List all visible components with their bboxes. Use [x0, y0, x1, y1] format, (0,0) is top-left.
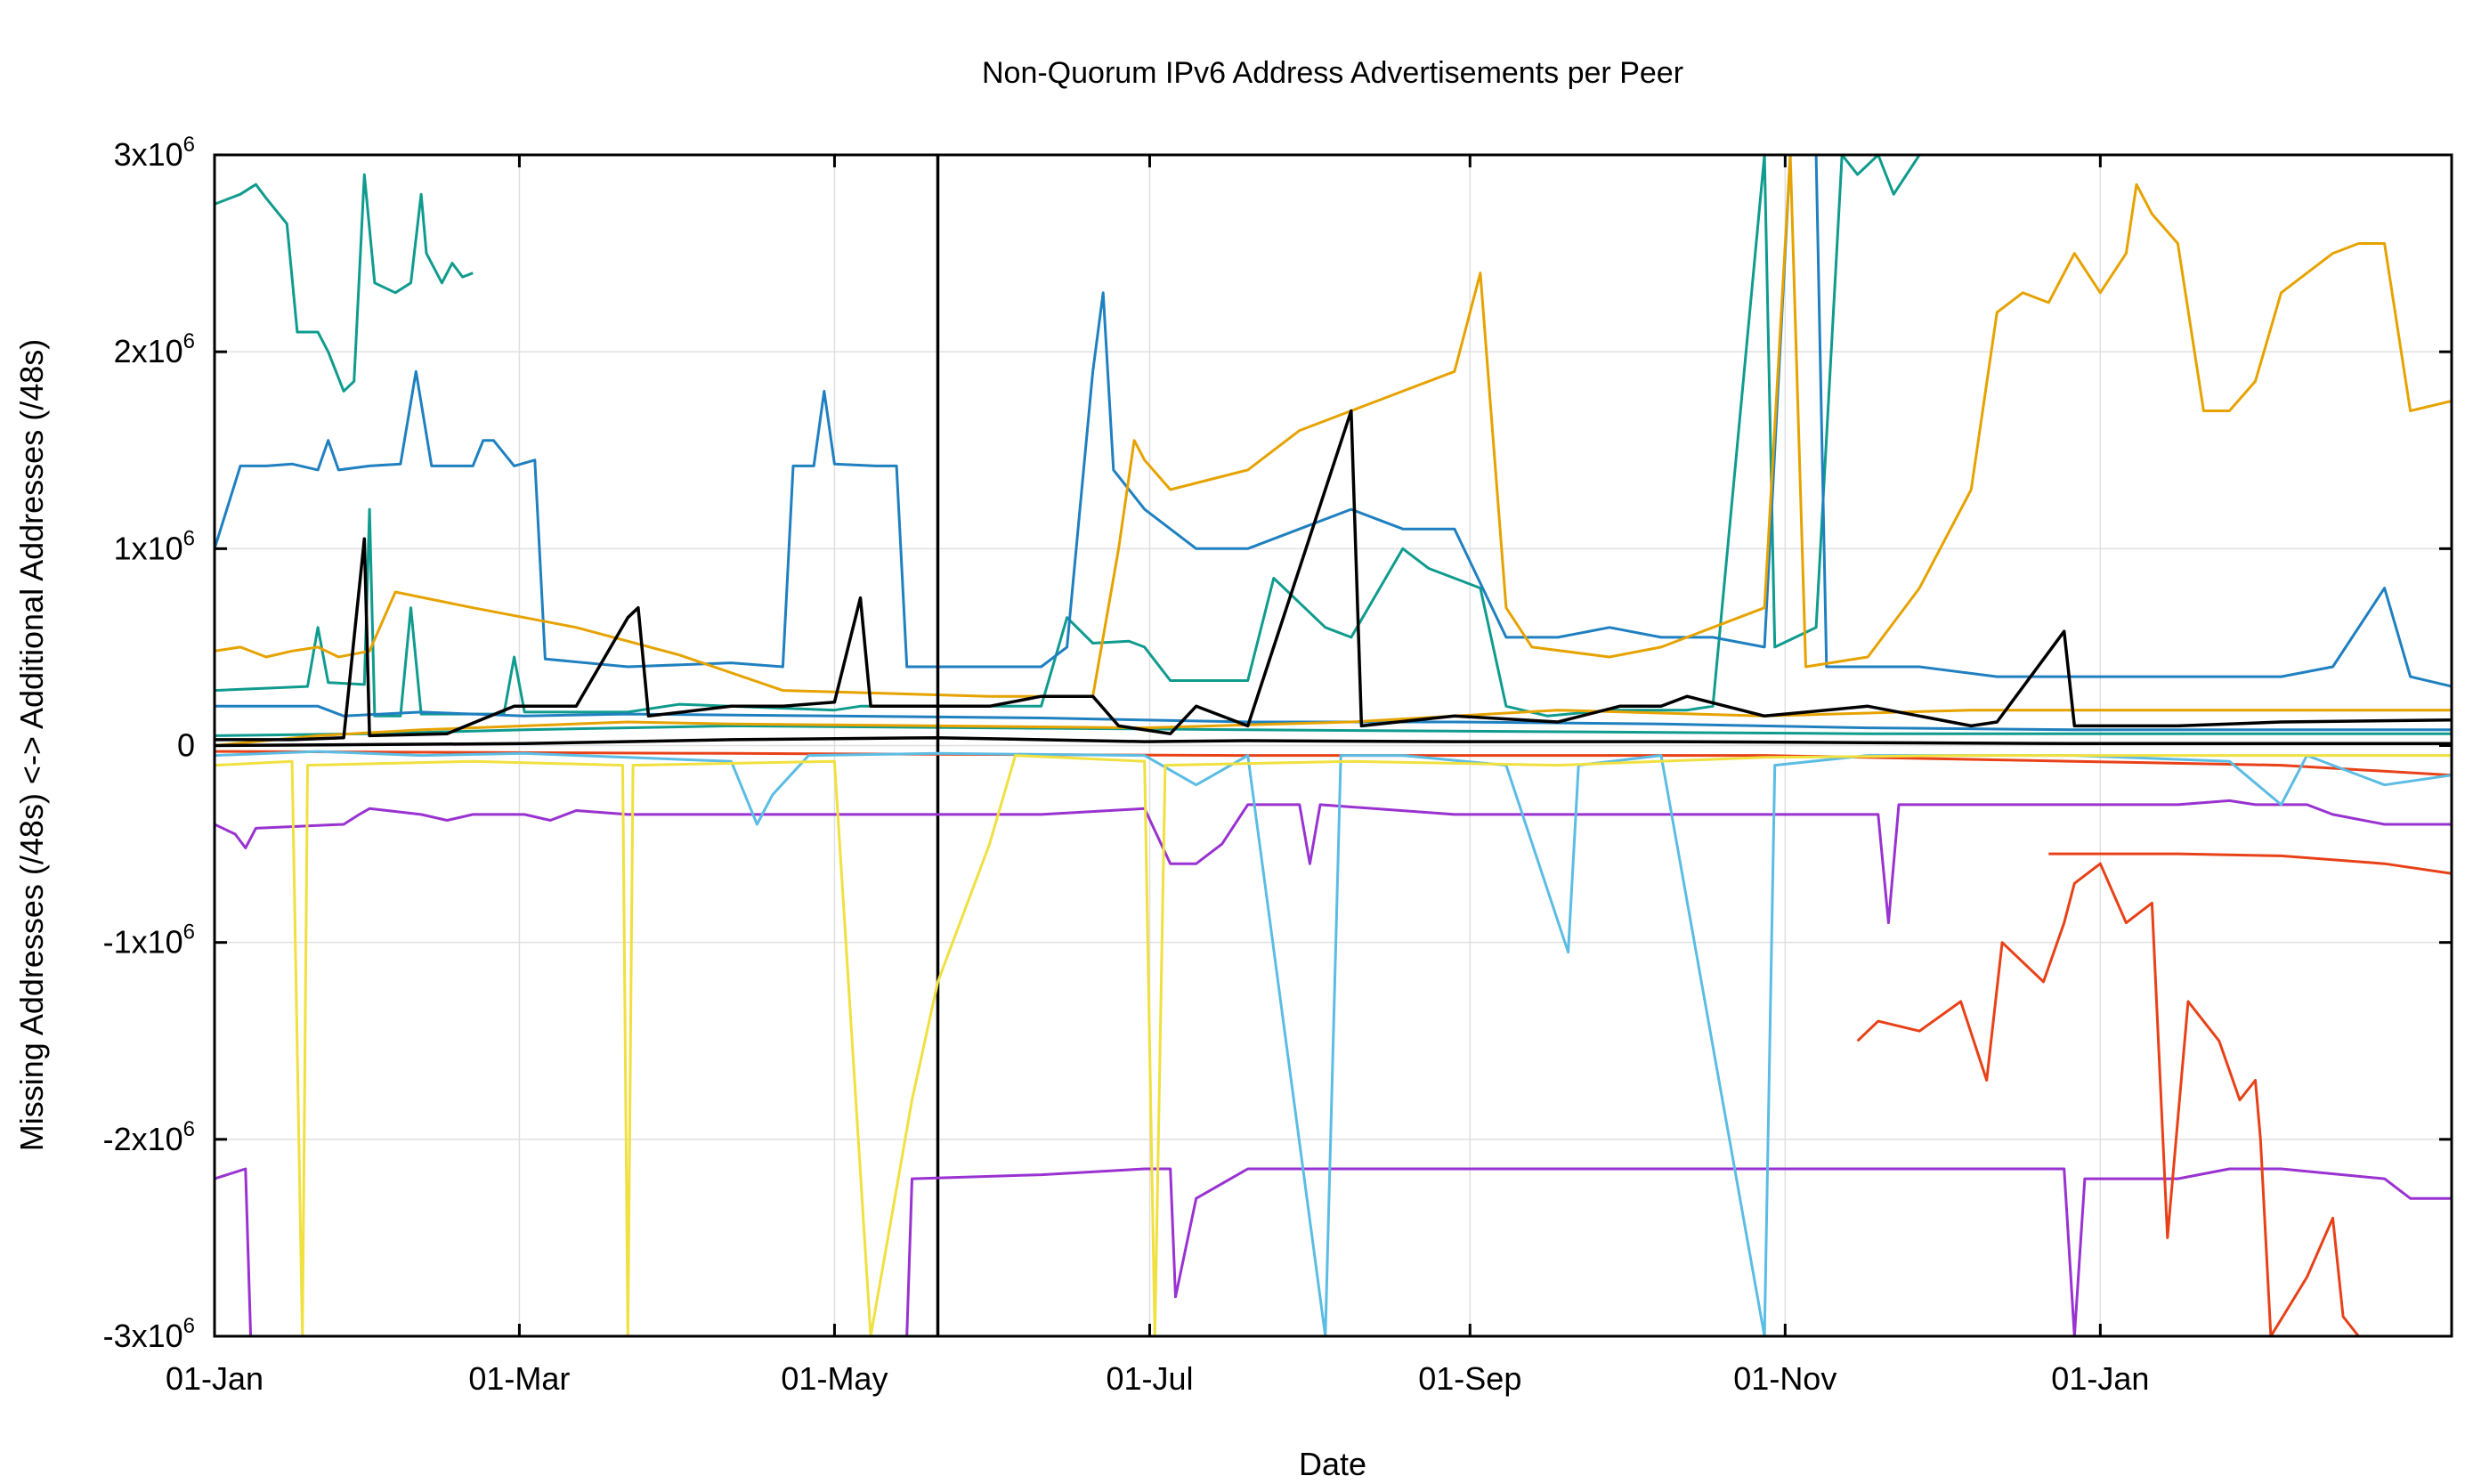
x-axis-label: Date: [1299, 1446, 1366, 1482]
y-tick-label: 3x106: [114, 133, 195, 173]
series-layer: [215, 155, 2452, 1336]
y-axis: 3x106 2x106 1x106 0 -1x106 -2x106 -3x106: [103, 133, 2452, 1354]
x-tick-label: 01-Sep: [1418, 1360, 1521, 1397]
x-tick-label: 01-Jan: [166, 1360, 264, 1397]
x-tick-label: 01-Mar: [468, 1360, 570, 1397]
x-tick-label: 01-Jan: [2051, 1360, 2149, 1397]
series-line-2: [215, 155, 1921, 718]
y-axis-label: Missing Addresses (/48s) <-> Additional …: [13, 339, 50, 1151]
y-tick-label: 0: [177, 727, 195, 764]
y-tick-label: 2x106: [114, 329, 195, 369]
series-line-11: [215, 799, 2452, 925]
y-tick-label: 1x106: [114, 526, 195, 566]
series-line-8: [215, 409, 2452, 742]
series-line-17: [215, 754, 2452, 1336]
x-tick-label: 01-Jul: [1106, 1360, 1193, 1397]
series-line-13: [2048, 852, 2452, 875]
series-line-1: [215, 173, 474, 393]
y-tick-label: -2x106: [103, 1117, 195, 1157]
y-tick-label: -3x106: [103, 1314, 195, 1354]
x-tick-label: 01-Nov: [1733, 1360, 1837, 1397]
series-line-12: [215, 1167, 2452, 1336]
x-axis: 01-Jan 01-Mar 01-May 01-Jul 01-Sep 01-Nov 01-J…: [166, 155, 2149, 1397]
series-line-15: [215, 750, 2452, 777]
y-tick-label: -1x106: [103, 920, 195, 961]
series-line-9: [215, 735, 2452, 748]
chart-title: Non-Quorum IPv6 Address Advertisements p…: [982, 56, 1683, 90]
series-line-16: [215, 750, 2452, 1336]
series-line-4: [215, 155, 2452, 688]
series-line-14: [1856, 862, 2360, 1336]
series-line-7: [215, 709, 2452, 747]
series-line-6: [215, 155, 2452, 698]
x-tick-label: 01-May: [781, 1360, 888, 1397]
grid: [214, 154, 2452, 1337]
